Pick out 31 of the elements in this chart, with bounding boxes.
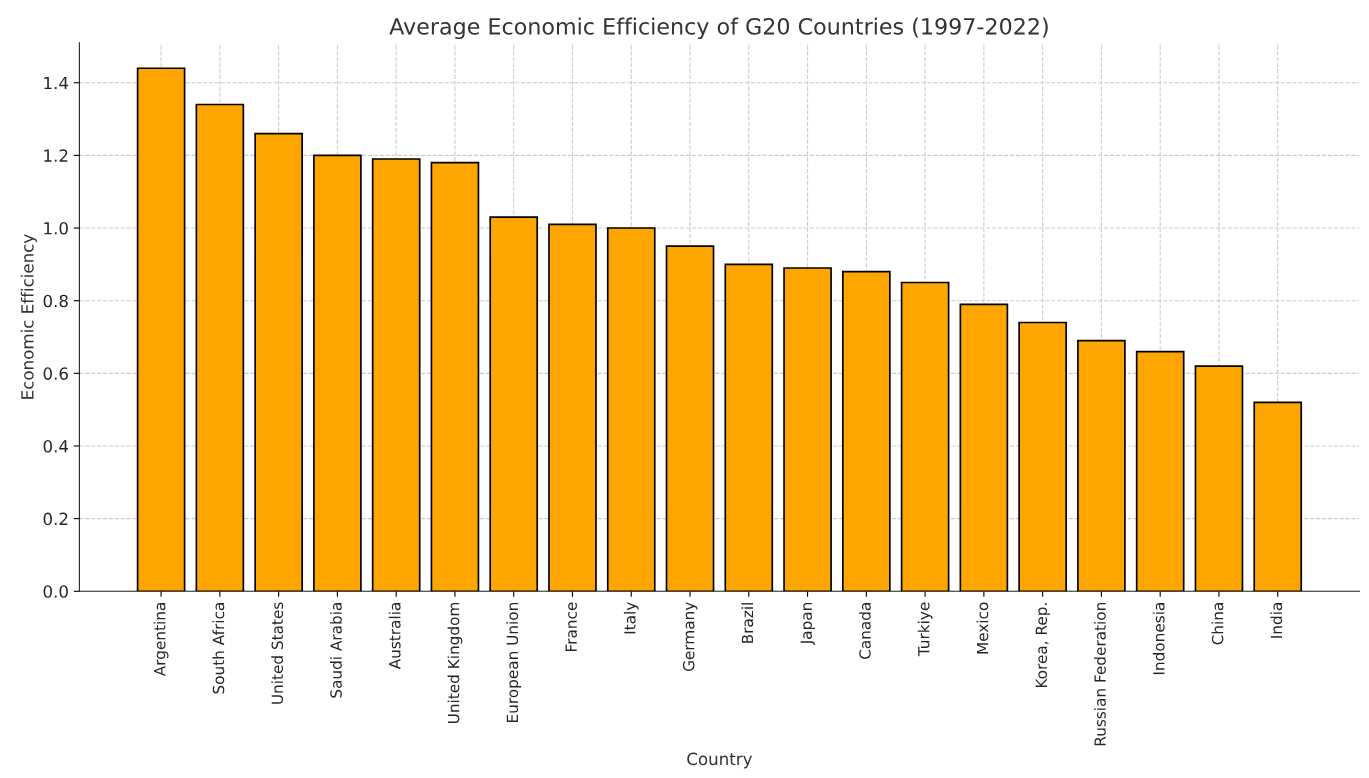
y-tick-label: 1.4 xyxy=(44,76,69,90)
y-tick-label: 1.2 xyxy=(44,149,68,162)
y-tick-label: 0.8 xyxy=(43,294,68,308)
x-tick-label: Russian Federation xyxy=(1094,602,1106,746)
y-tick-label: 0.2 xyxy=(43,512,68,526)
y-axis-title: Economic Efficiency xyxy=(20,234,37,399)
x-tick-label: South Africa xyxy=(212,603,225,694)
y-tick-label: 0.4 xyxy=(43,439,69,453)
x-tick-label: Italy xyxy=(623,602,639,634)
x-tick-label: France xyxy=(565,602,577,651)
x-tick-label: Australia xyxy=(388,603,401,670)
y-tick-label: 0.6 xyxy=(43,367,68,380)
x-tick-label: United Kingdom xyxy=(447,602,463,723)
x-tick-label: United States xyxy=(271,602,284,704)
x-tick-label: Japan xyxy=(800,603,815,646)
x-tick-label: China xyxy=(1211,603,1224,645)
x-tick-label: Argentina xyxy=(153,603,169,677)
x-tick-label: European Union xyxy=(506,602,522,722)
x-tick-label: India xyxy=(1270,603,1283,638)
chart-title: Average Economic Efficiency of G20 Countries (1997-2022) xyxy=(389,17,1048,40)
y-tick-label: 0.0 xyxy=(43,585,68,598)
x-tick-label: Brazil xyxy=(741,603,754,643)
x-tick-label: Korea, Rep. xyxy=(1035,603,1051,688)
x-tick-label: Germany xyxy=(682,602,698,672)
x-tick-label: Turkiye xyxy=(917,602,933,657)
x-tick-label: Saudi Arabia xyxy=(330,603,342,698)
x-tick-label: Canada xyxy=(858,603,871,659)
x-tick-label: Mexico xyxy=(976,602,989,654)
x-axis-title: Country xyxy=(687,752,753,769)
x-tick-label: Indonesia xyxy=(1152,603,1165,675)
y-tick-label: 1.0 xyxy=(44,222,68,235)
